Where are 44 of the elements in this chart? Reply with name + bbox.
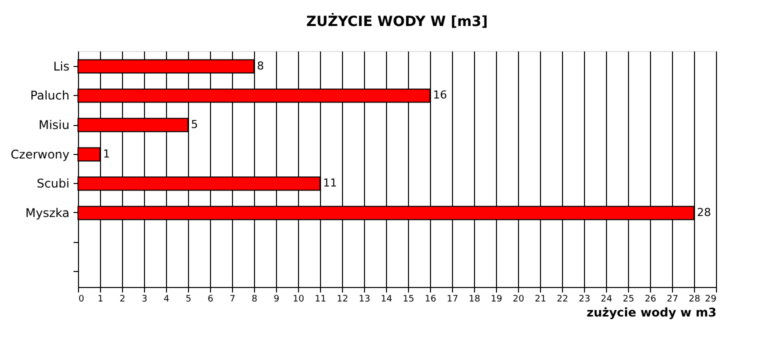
x-tick-label: 9 bbox=[274, 294, 280, 304]
data-label: 28 bbox=[697, 206, 711, 219]
x-tick-label: 23 bbox=[578, 294, 590, 304]
x-tick-label: 27 bbox=[666, 294, 678, 304]
x-tick-label: 7 bbox=[230, 294, 236, 304]
x-tick-label: 13 bbox=[358, 294, 370, 304]
x-tick-label: 14 bbox=[380, 294, 392, 304]
x-tick-label: 5 bbox=[186, 294, 192, 304]
x-tick-label: 2 bbox=[120, 294, 126, 304]
y-tick-label: Scubi bbox=[36, 176, 70, 191]
data-label: 16 bbox=[433, 88, 447, 102]
data-label: 11 bbox=[323, 176, 337, 190]
y-tick-label: Czerwony bbox=[10, 147, 70, 162]
x-tick-label: 3 bbox=[142, 294, 148, 304]
x-tick-label: 17 bbox=[446, 294, 458, 304]
x-tick-label: 21 bbox=[534, 294, 546, 304]
chart-title: ZUŻYCIE WODY W [m3] bbox=[306, 12, 488, 30]
y-tick-label: Lis bbox=[53, 59, 70, 74]
x-tick-label: 15 bbox=[402, 294, 414, 304]
x-tick-label: 29 bbox=[705, 294, 717, 304]
data-label: 5 bbox=[191, 118, 198, 132]
data-label: 1 bbox=[103, 147, 110, 160]
x-tick-label: 16 bbox=[424, 294, 436, 304]
x-tick-label: 18 bbox=[468, 294, 480, 304]
x-tick-label: 1 bbox=[98, 294, 104, 304]
x-axis-title: zużycie wody w m3 bbox=[586, 306, 716, 320]
x-tick-label: 28 bbox=[688, 294, 700, 304]
data-label: 8 bbox=[257, 59, 264, 72]
x-tick-label: 12 bbox=[336, 294, 348, 304]
x-tick-label: 6 bbox=[208, 294, 214, 304]
x-tick-label: 4 bbox=[164, 294, 170, 304]
x-tick-label: 8 bbox=[252, 294, 258, 304]
x-tick-label: 22 bbox=[556, 294, 568, 304]
x-tick-label: 20 bbox=[512, 294, 524, 304]
x-tick-label: 19 bbox=[490, 294, 502, 304]
y-tick-label: Myszka bbox=[25, 206, 70, 220]
x-tick-label: 11 bbox=[314, 294, 326, 304]
x-tick-label: 24 bbox=[600, 294, 612, 304]
x-tick-label: 0 bbox=[78, 294, 84, 304]
y-tick-label: Paluch bbox=[30, 88, 70, 103]
x-tick-label: 10 bbox=[292, 294, 304, 304]
x-tick-label: 26 bbox=[644, 294, 656, 304]
x-tick-label: 25 bbox=[622, 294, 634, 304]
y-tick-label: Misiu bbox=[38, 118, 70, 132]
